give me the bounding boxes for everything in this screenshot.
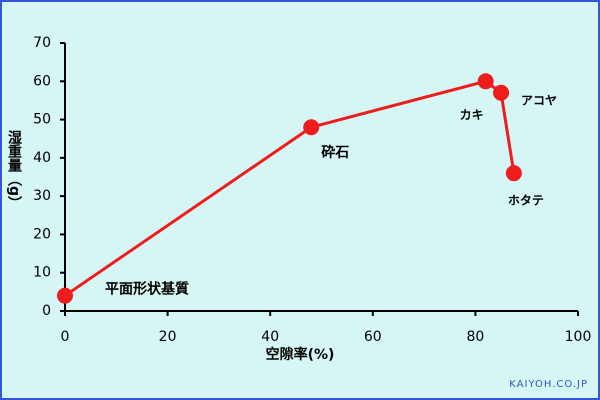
point-label: カキ [460,108,484,122]
y-tick-label: 60 [33,73,51,89]
x-tick-label: 80 [466,329,484,345]
y-tick-label: 50 [33,112,51,128]
x-tick-label: 20 [159,329,177,345]
data-point [303,119,320,136]
y-tick-label: 40 [33,150,51,166]
point-label: 平面形状基質 [105,281,189,298]
data-point [493,84,510,101]
point-label: アコヤ [521,93,557,107]
point-label: 砕石 [321,144,349,161]
point-label: ホタテ [508,194,544,208]
y-axis-label: 湿重量（g） [6,130,23,210]
x-axis-label: 空隙率(%) [266,346,335,363]
x-tick-label: 40 [261,329,279,345]
x-tick-label: 100 [565,329,592,345]
y-tick-label: 20 [33,226,51,242]
data-point [505,165,522,182]
data-point [57,287,73,304]
y-tick-label: 70 [33,35,51,51]
y-tick-label: 30 [33,188,51,204]
data-point [477,73,494,90]
x-tick-label: 0 [61,329,70,345]
x-tick-label: 60 [364,329,382,345]
watermark: KAIYOH.CO.JP [509,379,588,390]
y-tick-label: 10 [33,265,51,281]
y-tick-label: 0 [42,303,51,319]
